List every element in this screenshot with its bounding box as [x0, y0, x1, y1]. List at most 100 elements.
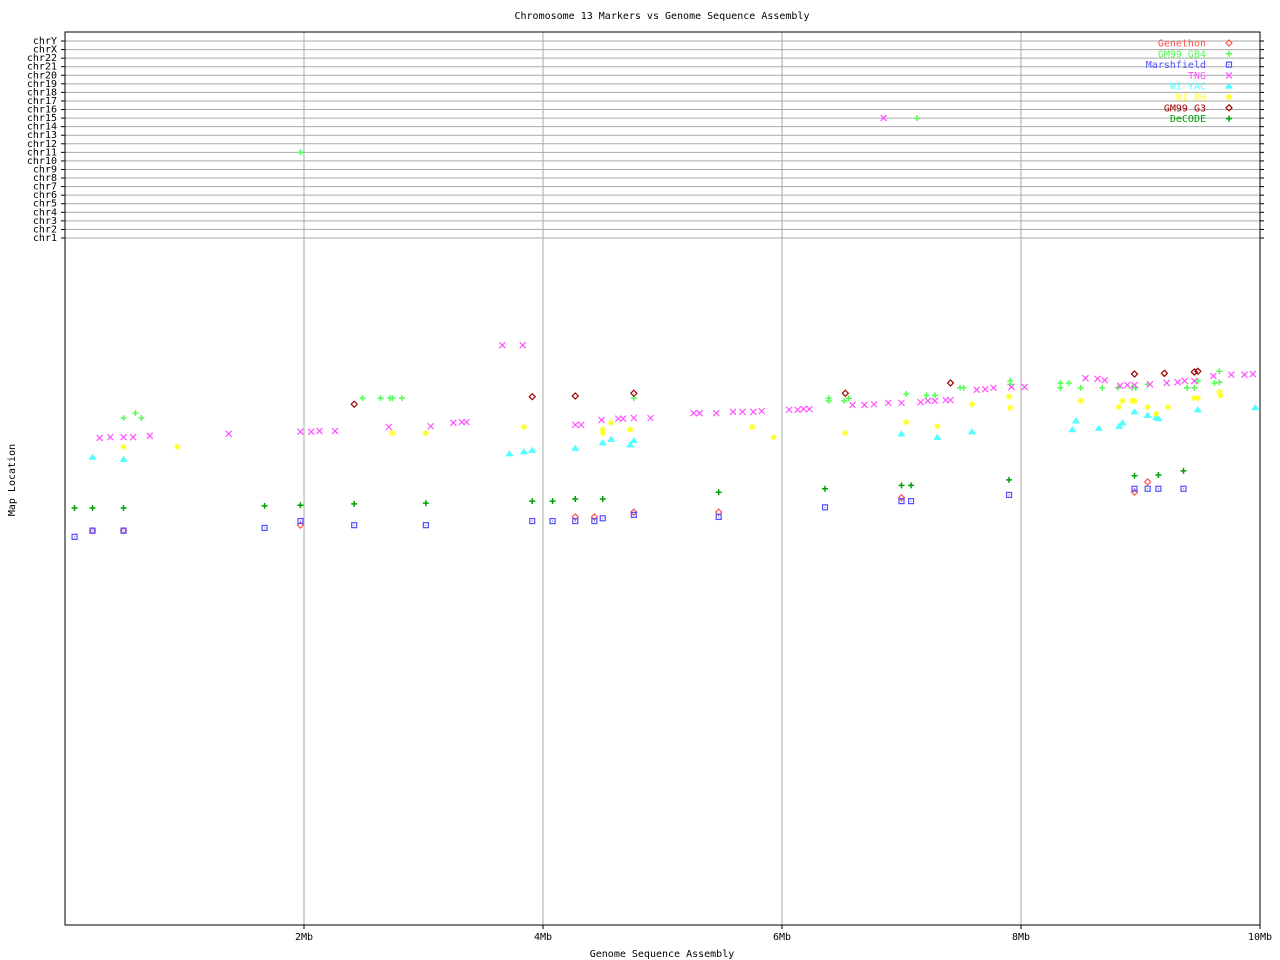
point-wi-rh	[969, 401, 976, 408]
plus-mark	[359, 395, 366, 402]
point-tng	[931, 397, 939, 405]
point-gm99-g3	[629, 389, 638, 398]
chromosome-label: chr1	[33, 233, 57, 244]
point-wi-rh	[599, 430, 606, 437]
triangle-mark	[1071, 417, 1081, 424]
point-tng	[449, 419, 457, 427]
diamond-mark	[1160, 369, 1169, 378]
cross-mark	[449, 419, 457, 427]
legend-marker-marshfield	[1225, 61, 1233, 68]
legend-label-decode: DeCODE	[1170, 114, 1206, 125]
point-tng	[924, 397, 932, 405]
diamond-mark	[1130, 370, 1139, 378]
point-decode	[89, 504, 96, 511]
asterisk-mark	[842, 430, 849, 437]
cross-mark	[120, 433, 127, 441]
triangle-mark	[1224, 82, 1234, 89]
cross-mark	[385, 423, 393, 431]
point-decode	[1180, 467, 1187, 474]
point-gm99-g3	[1160, 369, 1169, 378]
square-dot	[552, 520, 554, 522]
plus-mark	[898, 482, 905, 489]
point-wi-yac	[519, 448, 529, 455]
plus-mark	[1194, 377, 1201, 384]
point-decode	[71, 504, 78, 511]
point-wi-yac	[571, 444, 580, 451]
x-ticks: 2Mb 4Mb 6Mb 8Mb 10Mb	[295, 925, 1272, 943]
point-tng	[146, 432, 154, 440]
cross-mark	[1008, 383, 1015, 391]
point-tng	[647, 414, 654, 422]
point-marshfield	[1180, 485, 1187, 492]
point-tng	[1163, 379, 1171, 387]
plus-mark	[1077, 384, 1084, 391]
plus-mark	[1184, 384, 1191, 391]
cross-mark	[880, 114, 887, 122]
point-tng	[331, 427, 339, 435]
plus-mark	[715, 489, 722, 496]
asterisk-mark	[1006, 393, 1013, 400]
point-wi-yac	[606, 435, 616, 442]
diamond-mark	[1194, 367, 1202, 376]
triangle-mark	[1094, 424, 1103, 431]
legend-label-tng: TNG	[1188, 71, 1206, 82]
grid	[65, 32, 1260, 925]
square-mark	[1225, 61, 1233, 68]
square-dot	[531, 520, 533, 522]
square-mark	[89, 527, 96, 534]
point-genethon	[571, 513, 580, 521]
point-tng	[1116, 382, 1124, 390]
point-tng	[630, 414, 638, 422]
point-wi-rh	[422, 430, 429, 437]
asterisk-mark	[422, 430, 429, 437]
point-tng	[1123, 381, 1131, 389]
point-wi-rh	[842, 430, 849, 437]
point-decode	[715, 489, 722, 496]
point-wi-yac	[1071, 417, 1081, 424]
cross-mark	[1021, 383, 1029, 391]
cross-mark	[630, 414, 638, 422]
plus-mark	[903, 390, 910, 397]
triangle-mark	[119, 455, 128, 462]
square-mark	[1180, 485, 1187, 492]
cross-mark	[947, 396, 954, 404]
point-decode	[1131, 472, 1138, 479]
point-wi-yac	[1118, 419, 1127, 426]
point-genethon	[590, 513, 599, 521]
asterisk-mark	[1007, 404, 1014, 411]
point-wi-rh	[749, 423, 756, 430]
point-marshfield	[1005, 491, 1013, 499]
diamond-mark	[1143, 478, 1152, 486]
point-wi-rh	[1131, 397, 1138, 404]
point-gm99-g3	[571, 392, 580, 400]
cross-mark	[296, 428, 304, 436]
x-axis-label: Genome Sequence Assembly	[590, 949, 735, 960]
point-decode	[120, 504, 127, 511]
point-tng	[1249, 370, 1257, 378]
triangle-mark	[967, 428, 977, 435]
point-wi-rh	[1194, 395, 1201, 402]
cross-mark	[647, 414, 654, 422]
point-tng	[898, 399, 905, 407]
square-dot	[74, 536, 76, 538]
point-wi-yac	[1068, 426, 1077, 433]
asterisk-mark	[1216, 388, 1223, 395]
cross-mark	[519, 341, 527, 349]
point-wi-rh	[1191, 395, 1198, 402]
point-tng	[947, 396, 954, 404]
plus-mark	[1131, 472, 1138, 479]
cross-mark	[884, 399, 892, 407]
chromosome-label: chr19	[27, 79, 57, 90]
point-tng	[690, 409, 697, 417]
plus-mark	[389, 395, 396, 402]
point-wi-yac	[897, 430, 906, 437]
diamond-mark	[350, 400, 359, 409]
point-wi-yac	[1193, 406, 1202, 413]
cross-mark	[729, 408, 737, 416]
point-wi-rh	[174, 443, 181, 450]
point-tng	[96, 434, 104, 442]
asterisk-mark	[969, 401, 976, 408]
diamond-mark	[1225, 103, 1233, 112]
triangle-mark	[626, 441, 635, 448]
point-tng	[1101, 376, 1109, 384]
